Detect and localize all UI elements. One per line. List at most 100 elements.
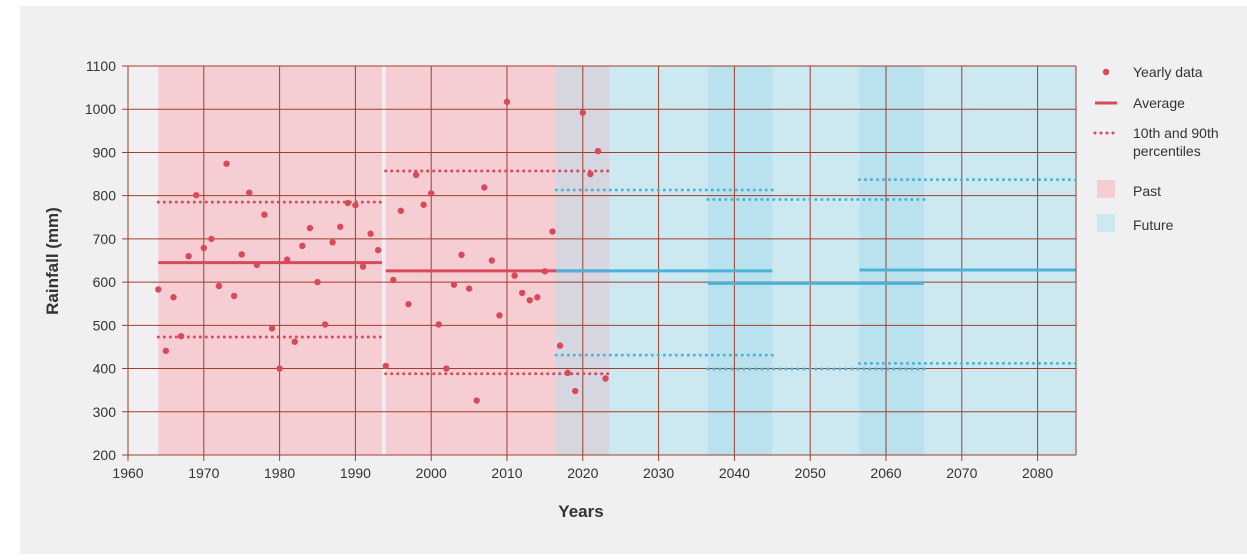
data-point-1970 [200, 244, 207, 252]
legend-label-5: Future [1133, 217, 1174, 233]
legend-label-2: Average [1133, 95, 1185, 111]
y-tick-label-1100: 1100 [86, 58, 116, 74]
y-tick-label-300: 300 [93, 404, 117, 420]
legend: Yearly data Average 10th and 90th percentil… [1093, 64, 1219, 233]
data-point-2004 [458, 251, 465, 259]
future-overlap-band-2 [859, 66, 924, 455]
data-point-2019 [572, 387, 579, 395]
data-point-1964 [155, 286, 162, 293]
average-lines [158, 261, 1076, 285]
data-point-1979 [268, 325, 276, 332]
data-point-1987 [329, 239, 336, 246]
y-tick-label-1000: 1000 [85, 101, 116, 117]
data-point-1966 [170, 294, 177, 301]
data-point-1997 [405, 300, 412, 308]
x-tick-label-2070: 2070 [946, 465, 977, 481]
data-point-1973 [223, 160, 230, 167]
data-point-2009 [496, 312, 503, 319]
data-point-2003 [450, 281, 458, 288]
legend-past-swatch [1097, 180, 1115, 198]
x-tick-label-2020: 2020 [567, 465, 598, 481]
data-point-2012 [518, 289, 526, 297]
data-point-1991 [359, 263, 367, 270]
y-tick-label-800: 800 [93, 188, 117, 204]
y-tick-label-200: 200 [93, 447, 117, 463]
data-point-2016 [549, 228, 556, 235]
data-point-2007 [481, 184, 488, 191]
data-point-1975 [238, 251, 245, 258]
y-tick-label-400: 400 [93, 361, 117, 377]
period-band-1 [158, 66, 382, 455]
legend-point-swatch [1102, 68, 1110, 76]
y-tick-label-600: 600 [93, 274, 117, 290]
data-point-2006 [473, 397, 480, 404]
data-point-1985 [314, 278, 321, 286]
yearly-data-points [155, 98, 609, 404]
data-point-1983 [299, 242, 306, 250]
data-point-1969 [193, 192, 200, 199]
data-point-2000 [428, 190, 435, 197]
data-point-1990 [352, 201, 359, 209]
y-tick-label-500: 500 [93, 317, 117, 333]
data-point-1986 [321, 321, 329, 328]
data-point-1994 [382, 362, 389, 370]
x-tick-label-1980: 1980 [264, 465, 295, 481]
x-tick-label-2000: 2000 [416, 465, 447, 481]
data-point-2014 [534, 294, 541, 301]
data-point-1978 [261, 211, 268, 218]
data-point-1984 [306, 224, 314, 232]
x-tick-label-2030: 2030 [643, 465, 674, 481]
y-tick-label-700: 700 [93, 231, 117, 247]
data-point-1980 [276, 365, 283, 372]
data-point-1981 [283, 256, 291, 263]
y-axis-title: Rainfall (mm) [43, 207, 62, 315]
legend-label-1: Yearly data [1133, 64, 1203, 80]
data-point-2013 [526, 297, 533, 304]
data-point-1982 [291, 338, 298, 345]
data-point-1996 [397, 207, 405, 214]
data-point-1965 [162, 347, 170, 355]
tick-labels: 1960 1970 1980 1990 2000 2010 2020 2030 2040 2050… [85, 58, 1054, 481]
x-axis-title: Years [558, 502, 603, 521]
data-point-1995 [390, 276, 397, 284]
data-point-2002 [443, 365, 450, 372]
x-tick-label-2060: 2060 [870, 465, 901, 481]
legend-label-3-line2: percentiles [1133, 143, 1201, 159]
x-tick-label-2010: 2010 [491, 465, 522, 481]
percentile-lines [156, 169, 1077, 376]
data-point-1992 [367, 230, 374, 237]
data-point-1988 [337, 223, 344, 230]
data-point-2020 [579, 109, 586, 116]
data-point-2010 [503, 98, 511, 106]
x-tick-label-2080: 2080 [1022, 465, 1053, 481]
data-point-2017 [556, 342, 564, 349]
legend-future-swatch [1097, 214, 1115, 232]
data-point-1971 [208, 235, 215, 243]
x-tick-label-2040: 2040 [719, 465, 750, 481]
legend-label-3: 10th and 90th [1133, 125, 1219, 141]
data-point-2022 [594, 147, 602, 155]
data-point-1999 [420, 201, 427, 208]
y-tick-label-900: 900 [93, 144, 117, 160]
data-point-1998 [412, 171, 420, 179]
data-point-1976 [246, 189, 253, 196]
data-point-1967 [177, 332, 185, 340]
data-point-2005 [465, 285, 473, 292]
data-point-2008 [488, 257, 496, 264]
period-shading [158, 66, 1076, 455]
data-point-2001 [435, 321, 442, 328]
x-tick-label-1960: 1960 [112, 465, 143, 481]
legend-label-4: Past [1133, 183, 1161, 199]
data-point-2011 [511, 272, 518, 279]
data-point-2021 [587, 170, 594, 178]
future-overlap-band-1 [707, 66, 773, 455]
x-tick-label-1970: 1970 [188, 465, 219, 481]
data-point-1968 [185, 252, 192, 260]
data-point-2015 [541, 268, 549, 275]
data-point-2018 [564, 369, 571, 377]
x-tick-label-2050: 2050 [795, 465, 826, 481]
data-point-1972 [215, 282, 223, 290]
x-tick-label-1990: 1990 [340, 465, 371, 481]
data-point-1993 [374, 246, 382, 254]
